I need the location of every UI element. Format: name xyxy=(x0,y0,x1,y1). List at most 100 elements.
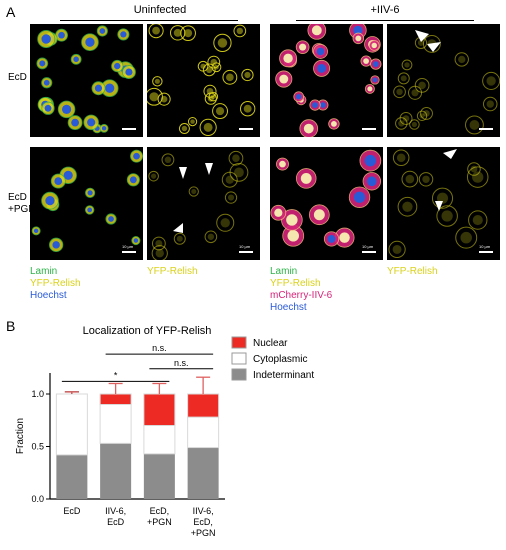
cell-mark xyxy=(295,40,310,54)
scale-label: 10 µm xyxy=(122,244,134,249)
cell-mark xyxy=(126,173,140,187)
arrowhead-icon xyxy=(435,201,443,211)
x-tick-label: +PGN xyxy=(191,528,216,538)
significance-label: n.s. xyxy=(152,343,167,353)
bar-indeterminant xyxy=(56,454,88,499)
legend-mcherry-iiv6: mCherry-IIV-6 xyxy=(270,290,333,301)
cell-mark xyxy=(212,103,229,120)
cell-mark xyxy=(100,79,119,98)
micrograph-iiv6-ecd-pgn-merge: 10 µm xyxy=(270,147,383,260)
arrowhead-icon xyxy=(179,167,187,179)
cell-mark xyxy=(364,83,375,94)
legend-hoechst: Hoechst xyxy=(30,290,67,301)
cell-mark xyxy=(187,116,198,127)
x-tick-label: IIV-6, xyxy=(105,506,126,516)
legend-lamin: Lamin xyxy=(30,266,58,277)
legend-yfp-only-1: YFP-Relish xyxy=(147,266,198,277)
legend-label: Cytoplasmic xyxy=(253,354,307,365)
cell-mark xyxy=(395,117,408,130)
cell-mark xyxy=(117,28,130,41)
cell-mark xyxy=(414,78,430,93)
cell-mark xyxy=(41,191,59,210)
cell-mark xyxy=(334,227,355,248)
x-tick-label: +PGN xyxy=(147,517,172,527)
cell-mark xyxy=(482,96,498,112)
legend-swatch xyxy=(231,352,247,365)
cell-mark xyxy=(313,44,328,59)
significance-label: n.s. xyxy=(174,358,189,368)
legend-hoechst: Hoechst xyxy=(270,302,307,313)
cell-mark xyxy=(299,119,319,137)
cell-mark xyxy=(222,69,238,85)
legend-label: Nuclear xyxy=(253,338,288,349)
cell-mark xyxy=(418,172,434,187)
chart-title: Localization of YFP-Relish xyxy=(83,325,212,337)
cell-mark xyxy=(233,24,247,38)
cell-mark xyxy=(281,209,303,231)
cell-mark xyxy=(213,33,232,52)
cell-mark xyxy=(91,81,106,96)
cell-mark xyxy=(393,85,406,99)
cell-mark xyxy=(360,55,372,67)
cell-mark xyxy=(416,110,428,122)
cell-mark xyxy=(270,204,287,221)
cell-mark xyxy=(239,101,256,117)
cell-mark xyxy=(399,112,413,125)
arrowhead-icon xyxy=(427,42,441,52)
cell-mark xyxy=(309,204,330,226)
cell-mark xyxy=(31,226,41,236)
cell-mark xyxy=(204,230,218,244)
legend-left: Lamin YFP-Relish Hoechst xyxy=(30,266,81,302)
micrograph-uninfected-ecd-yfp xyxy=(147,24,260,137)
cell-mark xyxy=(36,57,49,70)
scale-label: 10 µm xyxy=(479,244,491,249)
scale-label: 10 µm xyxy=(362,244,374,249)
cell-mark xyxy=(111,59,124,73)
group-label-uninfected: Uninfected xyxy=(133,4,187,16)
cell-mark xyxy=(362,172,382,191)
legend-label: Indeterminant xyxy=(253,370,314,381)
cell-mark xyxy=(211,62,222,73)
cell-mark xyxy=(83,114,99,131)
cell-mark xyxy=(96,25,108,37)
legend-right: Lamin YFP-Relish mCherry-IIV-6 Hoechst xyxy=(270,266,332,314)
cell-mark xyxy=(241,68,254,82)
cell-mark xyxy=(48,237,64,252)
cell-mark xyxy=(348,186,371,208)
bar-indeterminant xyxy=(187,447,219,499)
cell-mark xyxy=(313,59,331,77)
x-tick-label: EcD, xyxy=(193,517,213,527)
cell-mark xyxy=(228,150,244,166)
cell-mark xyxy=(307,24,327,40)
cell-mark xyxy=(436,205,458,227)
cell-mark xyxy=(276,157,289,171)
cell-mark xyxy=(309,99,321,111)
cell-mark xyxy=(50,173,66,189)
cell-mark xyxy=(57,100,76,119)
cell-mark xyxy=(67,115,83,131)
group-line-uninfected xyxy=(60,20,238,21)
cell-mark xyxy=(122,65,136,80)
arrowhead-icon xyxy=(205,163,213,175)
x-tick-label: EcD xyxy=(63,506,81,516)
group-line-iiv6 xyxy=(296,20,474,21)
cell-mark xyxy=(397,72,410,85)
cell-mark xyxy=(328,118,340,130)
cell-mark xyxy=(293,91,305,103)
cell-mark xyxy=(409,119,420,130)
panel-a-letter: A xyxy=(6,4,16,20)
bar-nuclear xyxy=(187,393,220,418)
x-tick-label: IIV-6, xyxy=(193,506,214,516)
micrograph-iiv6-ecd-yfp xyxy=(387,24,500,137)
legend-lamin: Lamin xyxy=(270,266,298,277)
cell-mark xyxy=(151,236,166,251)
cell-mark xyxy=(454,52,469,67)
cell-mark xyxy=(352,32,365,45)
cell-mark xyxy=(41,77,53,89)
bar-indeterminant xyxy=(143,453,175,499)
cell-mark xyxy=(282,224,305,247)
cell-mark xyxy=(41,101,55,115)
cell-mark xyxy=(105,213,117,225)
bar-cytoplasmic xyxy=(55,393,88,456)
cell-mark xyxy=(370,75,380,85)
